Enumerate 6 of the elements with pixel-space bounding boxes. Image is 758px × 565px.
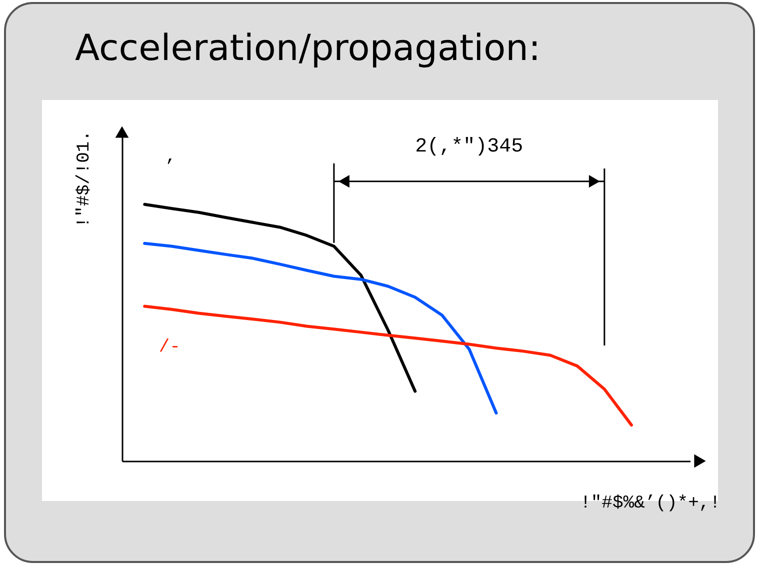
series-label: /- xyxy=(158,337,180,358)
text: 2(,*")345 xyxy=(415,135,524,158)
chart-title: Acceleration/propagation: xyxy=(75,28,541,69)
series-label: ’ xyxy=(164,157,176,178)
y-axis-title: !"#$/!01. xyxy=(74,130,94,228)
x-axis-title: !"#$%&’()*+,! xyxy=(580,494,720,514)
